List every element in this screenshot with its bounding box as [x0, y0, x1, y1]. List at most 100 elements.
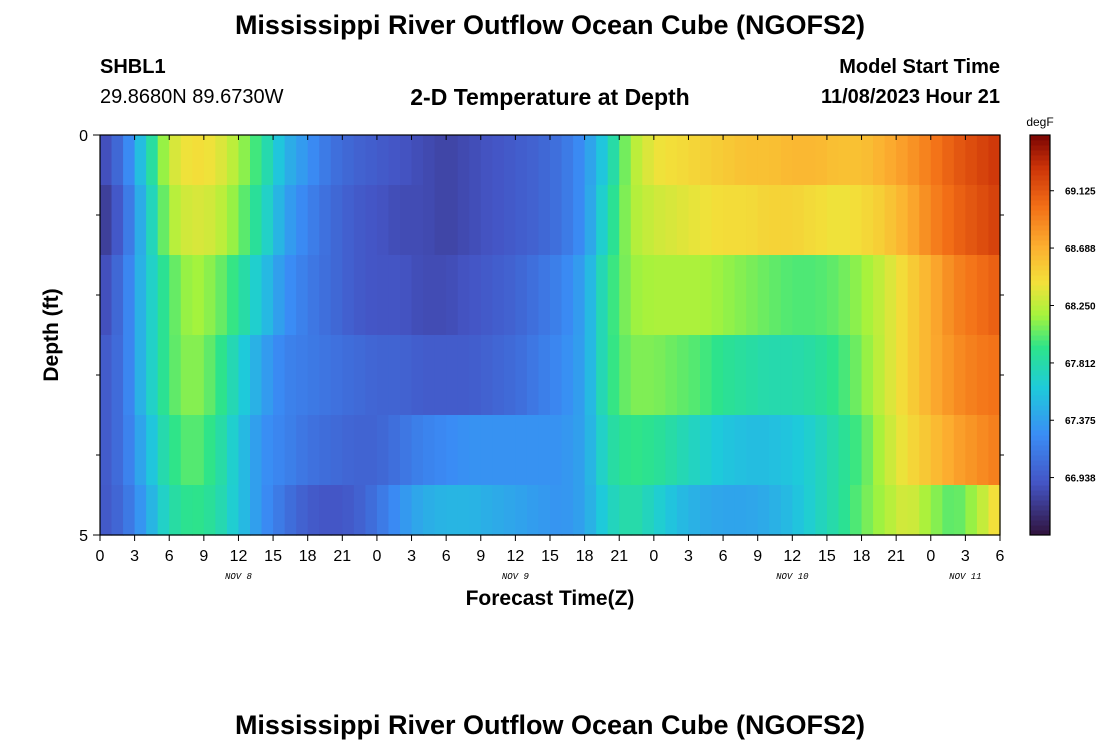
heatmap-cell [134, 485, 147, 536]
colorbar-segment [1030, 510, 1050, 516]
heatmap-cell [711, 135, 724, 186]
heatmap-cell [711, 485, 724, 536]
x-tick-label: 18 [299, 548, 317, 565]
heatmap-cell [734, 255, 747, 336]
colorbar-tick-label: 69.125 [1065, 187, 1096, 198]
heatmap-cell [400, 415, 413, 486]
colorbar-segment [1030, 315, 1050, 321]
heatmap-cell [226, 135, 240, 186]
colorbar-segment [1030, 280, 1050, 286]
heatmap-cell [203, 415, 216, 486]
heatmap-cell [146, 485, 159, 536]
heatmap-cell [342, 485, 355, 536]
heatmap-cell [376, 415, 390, 486]
heatmap-cell [192, 255, 205, 336]
colorbar-segment [1030, 160, 1050, 166]
colorbar-segment [1030, 410, 1050, 416]
heatmap-cell [526, 335, 540, 416]
heatmap-cell [515, 415, 528, 486]
heatmap-cell [907, 485, 920, 536]
heatmap-cell [653, 255, 666, 336]
heatmap-cell [111, 415, 124, 486]
heatmap-cell [884, 255, 897, 336]
heatmap-cell [192, 135, 205, 186]
x-tick-label: 0 [926, 548, 935, 565]
heatmap-cell [492, 335, 505, 416]
colorbar-tick-label: 67.812 [1065, 359, 1096, 370]
heatmap-cell [884, 335, 897, 416]
heatmap-cell [411, 415, 424, 486]
heatmap-cell [607, 485, 620, 536]
heatmap-cell [907, 335, 920, 416]
heatmap-cell [676, 335, 690, 416]
heatmap-cell [873, 185, 886, 256]
heatmap-cell [180, 335, 193, 416]
heatmap-cell [930, 335, 943, 416]
heatmap-cell [584, 485, 597, 536]
heatmap-cell [688, 185, 701, 256]
heatmap-cell [423, 255, 436, 336]
heatmap-cell [561, 135, 574, 186]
heatmap-cell [250, 415, 263, 486]
heatmap-cell [792, 135, 805, 186]
heatmap-cell [469, 485, 482, 536]
heatmap-cell [769, 335, 782, 416]
heatmap-cell [538, 135, 551, 186]
heatmap-cell [561, 335, 574, 416]
heatmap-cell [123, 255, 136, 336]
y-tick-label: 5 [79, 528, 88, 545]
heatmap-cell [296, 335, 309, 416]
heatmap-cell [988, 415, 1001, 486]
heatmap-cell [619, 485, 632, 536]
heatmap-cell [873, 335, 886, 416]
heatmap-cell [953, 255, 966, 336]
heatmap-cell [942, 185, 955, 256]
x-tick-label: 6 [719, 548, 728, 565]
heatmap-cell [169, 135, 182, 186]
heatmap-cell [930, 185, 943, 256]
heatmap-cell [330, 335, 343, 416]
colorbar-segment [1030, 405, 1050, 411]
heatmap-cell [573, 135, 586, 186]
heatmap-cell [861, 415, 874, 486]
heatmap-cell [550, 255, 563, 336]
heatmap-cell [676, 485, 690, 536]
heatmap-cell [353, 335, 366, 416]
heatmap-cell [423, 485, 436, 536]
heatmap-cell [573, 415, 586, 486]
x-tick-label: 12 [506, 548, 524, 565]
heatmap-cell [815, 415, 828, 486]
colorbar-segment [1030, 425, 1050, 431]
heatmap-cell [307, 185, 320, 256]
heatmap-cell [642, 185, 655, 256]
heatmap-cell [700, 485, 713, 536]
colorbar-segment [1030, 235, 1050, 241]
heatmap-cell [365, 485, 378, 536]
heatmap-cell [573, 485, 586, 536]
colorbar-segment [1030, 500, 1050, 506]
heatmap-cell [607, 255, 620, 336]
colorbar-segment [1030, 525, 1050, 531]
colorbar-segment [1030, 165, 1050, 171]
heatmap-cell [642, 415, 655, 486]
heatmap-cell [342, 335, 355, 416]
heatmap-cell [457, 415, 470, 486]
heatmap-cell [896, 485, 909, 536]
heatmap-cell [446, 185, 459, 256]
heatmap-cell [342, 255, 355, 336]
heatmap-cell [215, 415, 228, 486]
heatmap-cell [319, 255, 332, 336]
heatmap-cell [273, 135, 286, 186]
heatmap-cell [411, 255, 424, 336]
heatmap-cell [215, 185, 228, 256]
heatmap-cell [757, 415, 770, 486]
x-tick-label: 0 [372, 548, 381, 565]
colorbar-segment [1030, 140, 1050, 146]
heatmap-cell [688, 335, 701, 416]
heatmap-cell [723, 185, 736, 256]
colorbar-segment [1030, 245, 1050, 251]
heatmap-cell [273, 485, 286, 536]
heatmap-cell [907, 255, 920, 336]
heatmap-cell [273, 415, 286, 486]
colorbar-segment [1030, 310, 1050, 316]
